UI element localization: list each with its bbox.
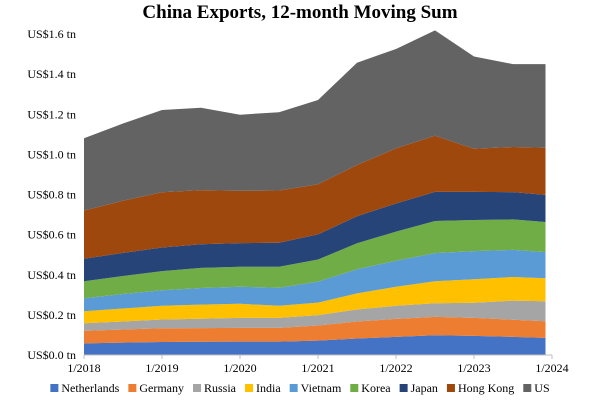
area-vietnam (84, 249, 546, 312)
legend-label-japan: Japan (411, 381, 438, 395)
legend-swatch-india (245, 384, 254, 392)
x-axis-ticks: 1/2018 1/2019 1/2020 1/2021 1/2022 1/2023 1/20… (67, 355, 569, 375)
y-tick-label: US$1.6 tn (27, 27, 76, 41)
legend-swatch-hong-kong (446, 384, 455, 392)
x-tick-label: 1/2018 (67, 361, 100, 375)
legend-label-us: US (534, 381, 549, 395)
area-russia (84, 300, 546, 331)
legend-swatch-korea (350, 384, 359, 392)
x-tick-label: 1/2024 (535, 361, 568, 375)
legend-swatch-russia (193, 384, 202, 392)
legend-label-korea: Korea (361, 381, 391, 395)
y-axis-ticks: US$0.0 tn US$0.2 tn US$0.4 tn US$0.6 tn US$0… (27, 27, 76, 362)
x-tick-label: 1/2021 (301, 361, 334, 375)
area-japan (84, 191, 546, 282)
y-tick-label: US$0.0 tn (27, 348, 76, 362)
area-germany (84, 316, 546, 344)
y-tick-label: US$0.4 tn (27, 268, 76, 282)
legend-swatch-germany (128, 384, 137, 392)
x-tick-label: 1/2022 (379, 361, 412, 375)
area-us (84, 30, 546, 211)
legend-swatch-us (523, 384, 532, 392)
legend-label-hong-kong: Hong Kong (458, 381, 514, 395)
legend-label-netherlands: Netherlands (61, 381, 119, 395)
x-tick-label: 1/2020 (223, 361, 256, 375)
y-tick-label: US$1.0 tn (27, 147, 76, 161)
legend-label-germany: Germany (139, 381, 184, 395)
x-tick-label: 1/2019 (145, 361, 178, 375)
legend-swatch-japan (399, 384, 408, 392)
chart-title: China Exports, 12-month Moving Sum (142, 2, 458, 23)
legend-label-vietnam: Vietnam (301, 381, 342, 395)
legend: Netherlands Germany Russia India Vietnam Kore… (50, 381, 550, 395)
area-hong-kong (84, 135, 546, 259)
legend-label-india: India (256, 381, 281, 395)
legend-label-russia: Russia (204, 381, 237, 395)
y-tick-label: US$1.2 tn (27, 107, 76, 121)
y-tick-label: US$0.8 tn (27, 188, 76, 202)
y-tick-label: US$0.6 tn (27, 228, 76, 242)
y-tick-label: US$1.4 tn (27, 67, 76, 81)
area-layer (84, 30, 546, 355)
area-india (84, 277, 546, 324)
y-tick-label: US$0.2 tn (27, 308, 76, 322)
legend-swatch-netherlands (50, 384, 59, 392)
x-tick-label: 1/2023 (457, 361, 490, 375)
area-netherlands (84, 335, 546, 355)
legend-swatch-vietnam (289, 384, 298, 392)
area-korea (84, 219, 546, 299)
